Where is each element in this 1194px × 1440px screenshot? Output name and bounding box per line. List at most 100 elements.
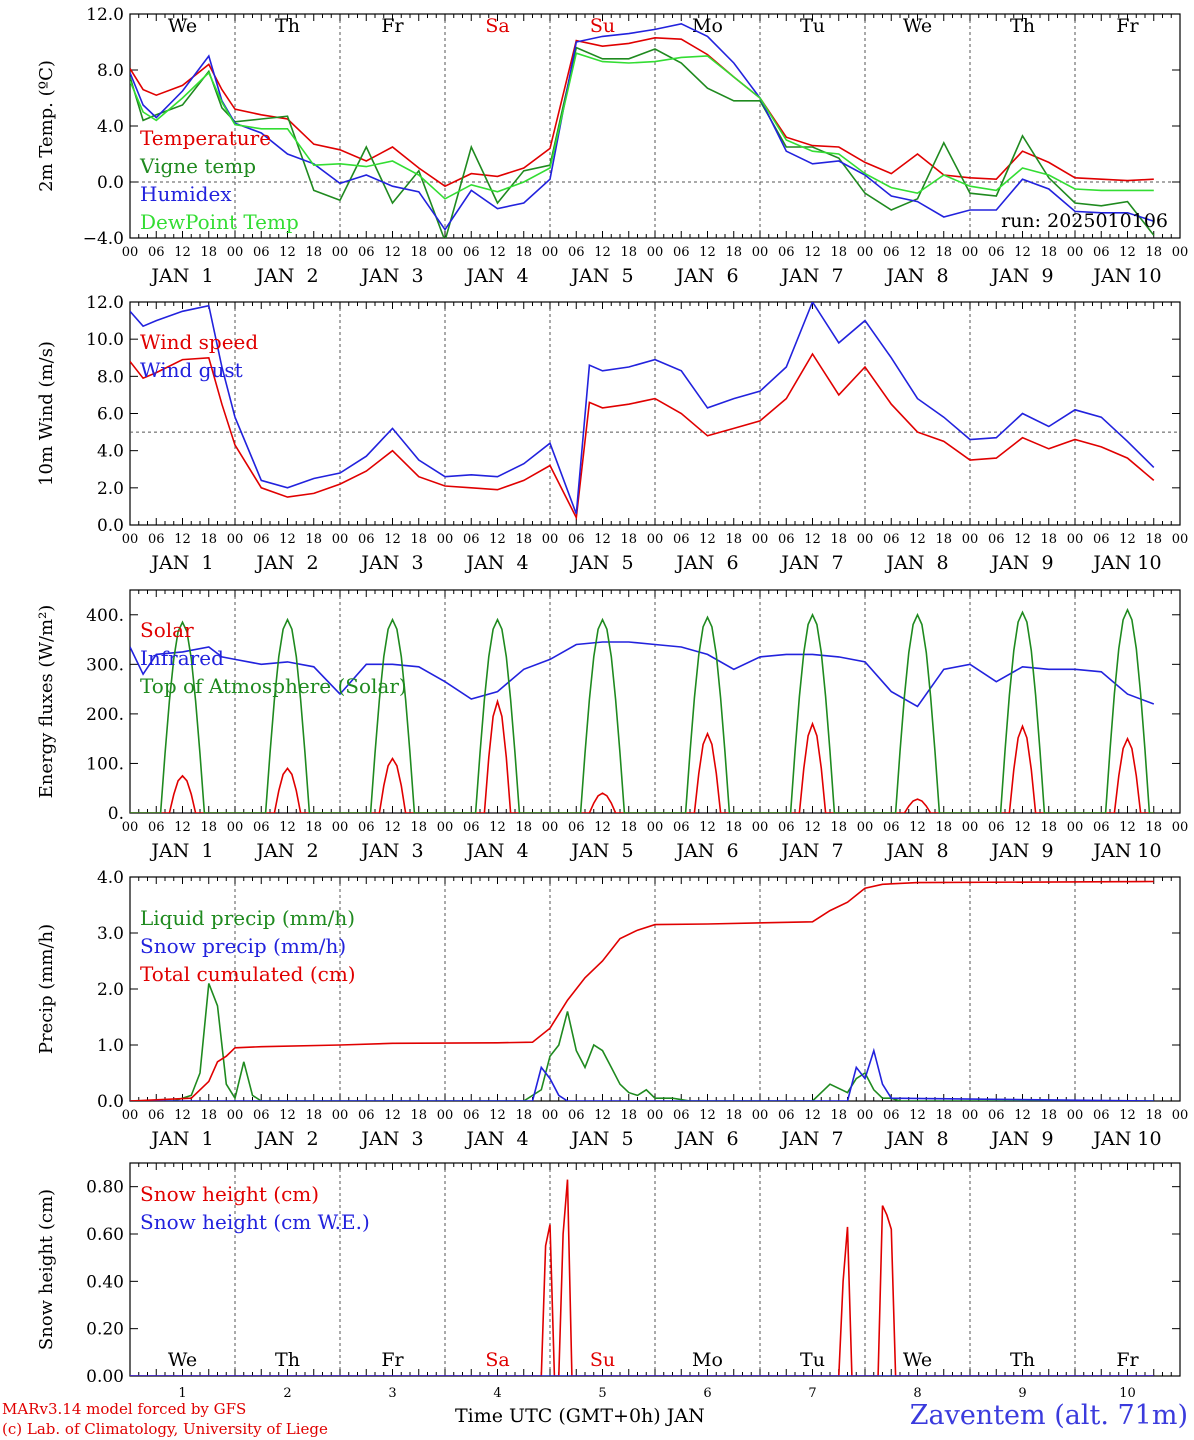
hour-tick-label: 00: [542, 1108, 559, 1123]
y-tick-label: 4.0: [97, 868, 124, 888]
y-tick-label: −4.0: [83, 229, 124, 249]
hour-tick-label: 12: [594, 532, 611, 547]
hour-tick-label: 12: [1014, 820, 1031, 835]
day-label: JAN 10: [1091, 265, 1161, 287]
hour-tick-label: 06: [253, 532, 270, 547]
hour-tick-label: 18: [200, 532, 217, 547]
y-tick-label: 200.: [86, 705, 124, 725]
day-label: JAN 7: [779, 552, 843, 574]
hour-tick-label: 12: [804, 245, 821, 260]
hour-tick-label: 18: [830, 1108, 847, 1123]
day-label: JAN 8: [884, 265, 948, 287]
hour-tick-label: 00: [857, 245, 874, 260]
panel-2: 12.0 10.0 8.0 6.0 4.0 2.0 0.0 10m Wind (m/s) 00 0…: [36, 293, 1188, 574]
day-label: JAN 1: [149, 552, 213, 574]
y-tick-label: 4.0: [97, 117, 124, 137]
hour-tick-label: 18: [200, 1108, 217, 1123]
weekday-label: Fr: [1116, 1349, 1139, 1371]
day-label: JAN 8: [884, 1128, 948, 1150]
hour-tick-label: 12: [279, 245, 296, 260]
hour-tick-label: 06: [673, 1108, 690, 1123]
hour-tick-label: 12: [594, 245, 611, 260]
weekday-label: Fr: [381, 1349, 404, 1371]
hour-tick-label: 18: [935, 820, 952, 835]
day-label: JAN 4: [464, 265, 528, 287]
y-tick-label: 0.0: [97, 173, 124, 193]
hour-tick-label: 18: [305, 245, 322, 260]
y-tick-label: 0.: [108, 804, 124, 824]
hour-tick-label: 00: [122, 532, 139, 547]
day-number-label: 5: [598, 1386, 606, 1401]
hour-tick-label: 00: [122, 1108, 139, 1123]
series-line-top-of-atmosphere-solar-: [130, 607, 1154, 813]
day-number-label: 6: [703, 1386, 711, 1401]
hour-tick-label: 12: [1014, 532, 1031, 547]
hour-tick-label: 00: [647, 532, 664, 547]
hour-tick-label: 18: [1145, 245, 1162, 260]
day-number-label: 1: [178, 1386, 186, 1401]
day-label: JAN 2: [254, 1128, 318, 1150]
hour-tick-label: 12: [279, 532, 296, 547]
hour-tick-label: 00: [227, 1108, 244, 1123]
series-line-wind-speed: [130, 352, 1155, 521]
hour-tick-label: 06: [568, 820, 585, 835]
y-tick-label: 8.0: [97, 367, 124, 387]
series-line-vigne-temp: [130, 46, 1155, 238]
weekday-label: Su: [590, 15, 615, 37]
hour-tick-label: 06: [253, 245, 270, 260]
day-label: JAN 3: [359, 552, 423, 574]
hour-tick-label: 12: [1119, 245, 1136, 260]
hour-tick-label: 18: [620, 1108, 637, 1123]
hour-tick-label: 12: [489, 820, 506, 835]
weekday-label: Th: [275, 15, 300, 37]
hour-tick-label: 06: [883, 532, 900, 547]
series-line-snow-precip-mm-h-: [130, 1047, 1154, 1101]
hour-tick-label: 00: [1067, 245, 1084, 260]
footer-lab-credit: (c) Lab. of Climatology, University of L…: [2, 1420, 328, 1438]
series-line-wind-gust: [130, 302, 1155, 515]
legend-entry: Infrared: [140, 646, 224, 670]
y-axis-label: 10m Wind (m/s): [36, 341, 57, 486]
hour-tick-label: 18: [200, 245, 217, 260]
hour-tick-label: 06: [988, 532, 1005, 547]
hour-tick-label: 18: [410, 532, 427, 547]
day-label: JAN 6: [674, 265, 738, 287]
hour-tick-label: 06: [148, 245, 165, 260]
hour-tick-label: 18: [1040, 245, 1057, 260]
weekday-label: Sa: [485, 1349, 509, 1371]
legend-entry: Snow precip (mm/h): [140, 934, 346, 958]
hour-tick-label: 18: [725, 1108, 742, 1123]
hour-tick-label: 00: [1067, 532, 1084, 547]
hour-tick-label: 12: [489, 1108, 506, 1123]
hour-tick-label: 00: [647, 245, 664, 260]
hour-tick-label: 00: [962, 820, 979, 835]
hour-tick-label: 00: [332, 1108, 349, 1123]
hour-tick-label: 12: [699, 245, 716, 260]
hour-tick-label: 18: [1145, 1108, 1162, 1123]
weekday-label: We: [168, 1349, 197, 1371]
series-line-infrared: [130, 641, 1155, 708]
hour-tick-label: 00: [227, 820, 244, 835]
weekday-label: Tu: [800, 1349, 825, 1371]
day-label: JAN 7: [779, 840, 843, 862]
legend-entry: Snow height (cm W.E.): [140, 1210, 370, 1234]
hour-tick-label: 00: [332, 245, 349, 260]
day-label: JAN 2: [254, 840, 318, 862]
y-axis-label: Snow height (cm): [36, 1189, 57, 1350]
hour-tick-label: 06: [778, 532, 795, 547]
hour-tick-label: 06: [673, 245, 690, 260]
day-label: JAN 1: [149, 265, 213, 287]
footer-model-credit: MARv3.14 model forced by GFS: [2, 1400, 247, 1418]
y-tick-label: 100.: [86, 754, 124, 774]
hour-tick-label: 18: [935, 1108, 952, 1123]
day-label: JAN 7: [779, 1128, 843, 1150]
hour-tick-label: 06: [1093, 245, 1110, 260]
hour-tick-label: 00: [752, 1108, 769, 1123]
hour-tick-label: 12: [804, 532, 821, 547]
day-label: JAN 1: [149, 840, 213, 862]
series-line-total-cumulated-cm-: [130, 880, 1154, 1101]
weekday-label: Th: [1010, 15, 1035, 37]
day-label: JAN 6: [674, 840, 738, 862]
hour-tick-label: 06: [778, 245, 795, 260]
hour-tick-label: 12: [489, 245, 506, 260]
